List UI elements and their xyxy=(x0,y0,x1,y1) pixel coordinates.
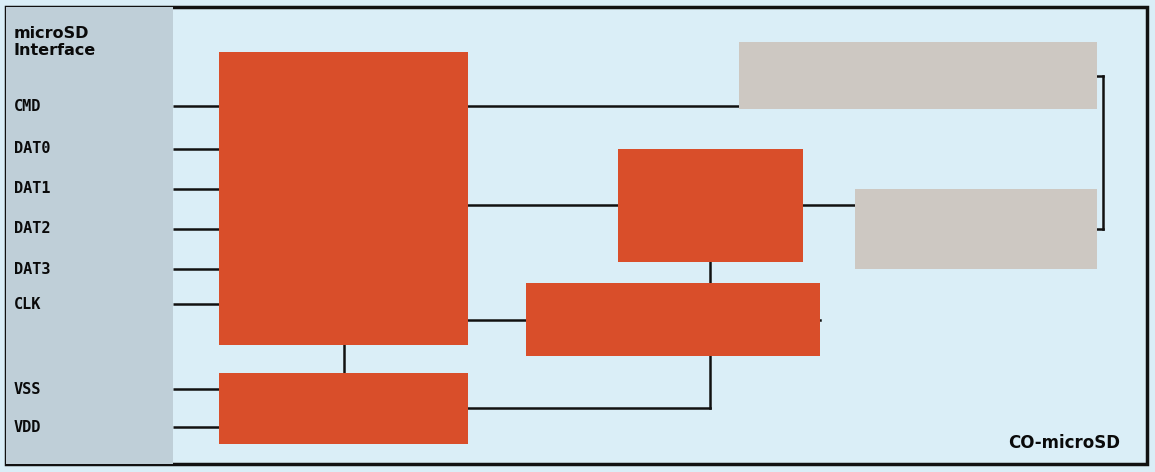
FancyBboxPatch shape xyxy=(618,149,803,262)
Text: VDD: VDD xyxy=(14,420,42,435)
Text: Test contacts
for SPI bus: Test contacts for SPI bus xyxy=(919,213,1033,245)
Text: Regulators: Regulators xyxy=(284,399,403,418)
Text: DAT0: DAT0 xyxy=(14,141,51,156)
Text: VSS: VSS xyxy=(14,382,42,397)
Text: CMD: CMD xyxy=(14,99,42,114)
Text: iCE40UP5K: iCE40UP5K xyxy=(299,215,388,233)
Text: AT25QL128A: AT25QL128A xyxy=(664,219,757,234)
Text: microSD
Interface: microSD Interface xyxy=(14,26,96,59)
FancyBboxPatch shape xyxy=(219,52,468,345)
Text: DAT2: DAT2 xyxy=(14,221,51,236)
Text: CO-microSD: CO-microSD xyxy=(1008,434,1120,452)
Text: DAT3: DAT3 xyxy=(14,261,51,277)
Text: FPGA: FPGA xyxy=(308,160,379,184)
Text: CLK: CLK xyxy=(14,297,42,312)
FancyBboxPatch shape xyxy=(855,189,1097,269)
FancyBboxPatch shape xyxy=(526,283,820,356)
FancyBboxPatch shape xyxy=(219,373,468,444)
Text: DAT1: DAT1 xyxy=(14,181,51,196)
Text: SPI Flash: SPI Flash xyxy=(668,175,753,193)
FancyBboxPatch shape xyxy=(6,7,1147,464)
Text: (At microSD card edge): (At microSD card edge) xyxy=(591,329,754,342)
Text: RED & GREEN LED: RED & GREEN LED xyxy=(596,297,750,312)
FancyBboxPatch shape xyxy=(739,42,1097,109)
FancyBboxPatch shape xyxy=(6,7,173,464)
Text: Debug Test Contacts to FPGA I/O: Debug Test Contacts to FPGA I/O xyxy=(778,68,1058,83)
